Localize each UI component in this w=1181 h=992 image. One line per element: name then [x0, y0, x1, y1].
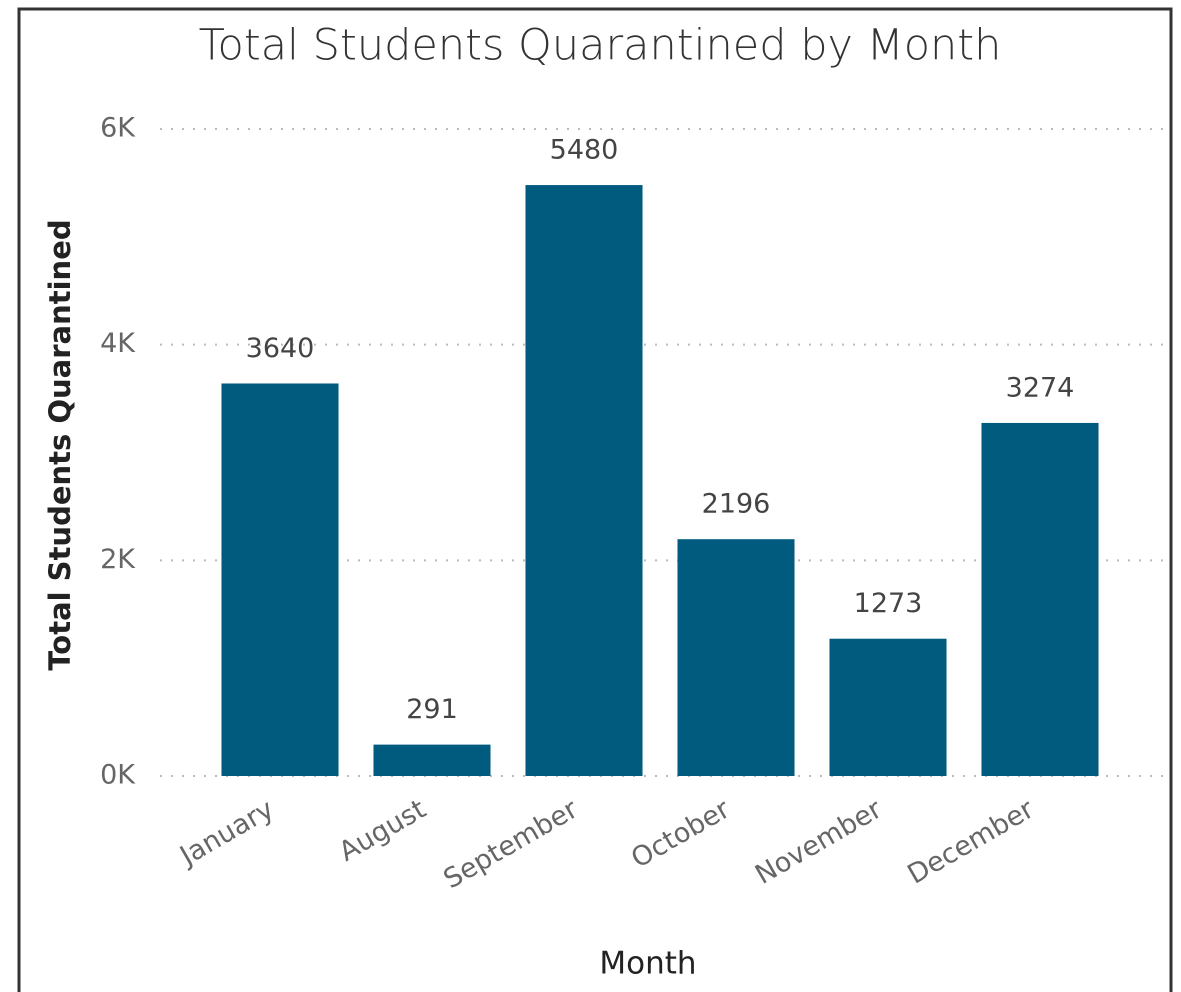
- bar: [677, 539, 795, 776]
- y-axis-label: Total Students Quarantined: [43, 219, 77, 670]
- y-tick-label: 6K: [100, 113, 136, 144]
- bar: [981, 422, 1099, 776]
- data-label: 291: [406, 694, 458, 725]
- data-label: 5480: [550, 135, 619, 166]
- bar: [829, 638, 947, 776]
- x-axis-label: Month: [599, 946, 696, 982]
- bar: [221, 383, 339, 776]
- y-tick-label: 4K: [100, 328, 136, 359]
- chart-title: Total Students Quarantined by Month: [199, 21, 1002, 71]
- bar: [525, 185, 643, 776]
- y-tick-label: 2K: [100, 544, 136, 575]
- frame: [17, 7, 1173, 992]
- data-label: 1273: [854, 588, 923, 619]
- bar: [373, 744, 491, 776]
- data-label: 2196: [702, 489, 771, 520]
- data-label: 3274: [1006, 372, 1075, 403]
- data-label: 3640: [246, 333, 315, 364]
- y-tick-label: 0K: [100, 760, 136, 791]
